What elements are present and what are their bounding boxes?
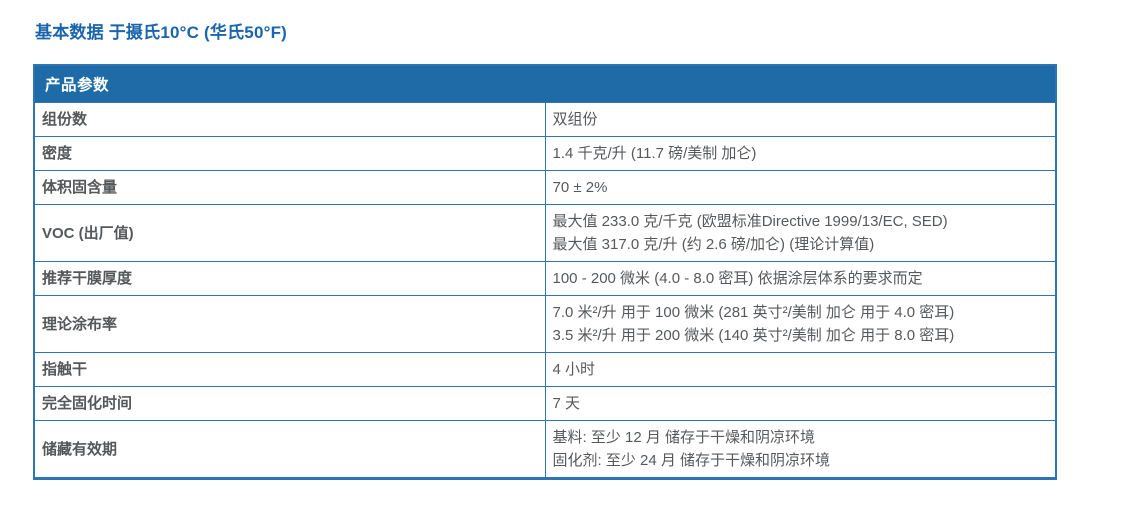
table-row: 完全固化时间 7 天 [33, 386, 1057, 421]
page-title: 基本数据 于摄氏10°C (华氏50°F) [35, 23, 288, 42]
param-label: 储藏有效期 [33, 420, 546, 480]
table-header-band: 产品参数 [33, 64, 1057, 103]
value-line: 100 - 200 微米 (4.0 - 8.0 密耳) 依据涂层体系的要求而定 [552, 270, 923, 287]
param-label: 推荐干膜厚度 [33, 261, 546, 296]
param-value: 4 小时 [544, 352, 1057, 387]
param-value: 1.4 千克/升 (11.7 磅/美制 加仑) [544, 136, 1057, 171]
param-label: 指触干 [33, 352, 546, 387]
table-row: 储藏有效期 基料: 至少 12 月 储存于干燥和阴凉环境 固化剂: 至少 24 月 … [33, 420, 1057, 480]
value-line: 4 小时 [552, 361, 596, 378]
param-label: 密度 [33, 136, 546, 171]
value-line: 7.0 米²/升 用于 100 微米 (281 英寸²/美制 加仑 用于 4.0… [552, 304, 955, 321]
param-label: 体积固含量 [33, 170, 546, 205]
value-line: 70 ± 2% [552, 179, 608, 196]
table-row: 组份数 双组份 [33, 102, 1057, 137]
value-line: 3.5 米²/升 用于 200 微米 (140 英寸²/美制 加仑 用于 8.0… [552, 327, 955, 344]
param-value: 基料: 至少 12 月 储存于干燥和阴凉环境 固化剂: 至少 24 月 储存于干燥… [544, 420, 1057, 480]
value-line: 基料: 至少 12 月 储存于干燥和阴凉环境 [552, 429, 816, 446]
table-row: 理论涂布率 7.0 米²/升 用于 100 微米 (281 英寸²/美制 加仑 用… [33, 295, 1057, 353]
table-header-row: 产品参数 [33, 64, 1057, 103]
value-line: 最大值 233.0 克/千克 (欧盟标准Directive 1999/13/EC… [552, 213, 948, 230]
param-table-body: 组份数 双组份 密度 1.4 千克/升 (11.7 磅/美制 加仑) 体积固含量 70 ±… [33, 102, 1057, 480]
table-row: VOC (出厂值) 最大值 233.0 克/千克 (欧盟标准Directive 1… [33, 204, 1057, 262]
value-line: 7 天 [552, 395, 581, 412]
table-row: 密度 1.4 千克/升 (11.7 磅/美制 加仑) [33, 136, 1057, 171]
param-label: 组份数 [33, 102, 546, 137]
param-value: 7.0 米²/升 用于 100 微米 (281 英寸²/美制 加仑 用于 4.0… [544, 295, 1057, 353]
param-label: 理论涂布率 [33, 295, 546, 353]
param-label: 完全固化时间 [33, 386, 546, 421]
value-line: 固化剂: 至少 24 月 储存于干燥和阴凉环境 [552, 452, 831, 469]
param-value: 70 ± 2% [544, 170, 1057, 205]
param-value: 最大值 233.0 克/千克 (欧盟标准Directive 1999/13/EC… [544, 204, 1057, 262]
param-value: 7 天 [544, 386, 1057, 421]
value-line: 1.4 千克/升 (11.7 磅/美制 加仑) [552, 145, 757, 162]
product-parameters-table: 产品参数 组份数 双组份 密度 1.4 千克/升 (11.7 磅/美制 加仑) 体积固含… [33, 64, 1057, 480]
value-line: 双组份 [552, 111, 598, 128]
value-line: 最大值 317.0 克/升 (约 2.6 磅/加仑) (理论计算值) [552, 236, 875, 253]
param-label: VOC (出厂值) [33, 204, 546, 262]
table-row: 体积固含量 70 ± 2% [33, 170, 1057, 205]
param-value: 100 - 200 微米 (4.0 - 8.0 密耳) 依据涂层体系的要求而定 [544, 261, 1057, 296]
table-row: 推荐干膜厚度 100 - 200 微米 (4.0 - 8.0 密耳) 依据涂层体系… [33, 261, 1057, 296]
table-row: 指触干 4 小时 [33, 352, 1057, 387]
param-value: 双组份 [544, 102, 1057, 137]
